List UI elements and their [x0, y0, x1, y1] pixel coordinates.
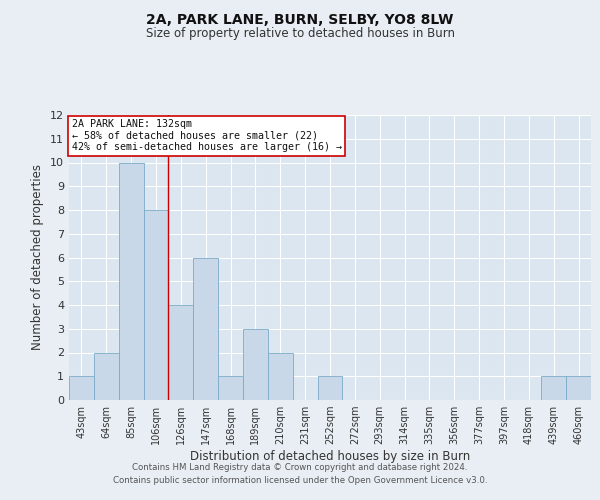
- Text: Contains HM Land Registry data © Crown copyright and database right 2024.: Contains HM Land Registry data © Crown c…: [132, 464, 468, 472]
- Bar: [541, 376, 566, 400]
- Bar: [193, 258, 218, 400]
- Bar: [566, 376, 591, 400]
- X-axis label: Distribution of detached houses by size in Burn: Distribution of detached houses by size …: [190, 450, 470, 463]
- Text: Size of property relative to detached houses in Burn: Size of property relative to detached ho…: [146, 28, 455, 40]
- Bar: [317, 376, 343, 400]
- Bar: [169, 305, 193, 400]
- Text: 2A, PARK LANE, BURN, SELBY, YO8 8LW: 2A, PARK LANE, BURN, SELBY, YO8 8LW: [146, 12, 454, 26]
- Bar: [143, 210, 169, 400]
- Text: Contains public sector information licensed under the Open Government Licence v3: Contains public sector information licen…: [113, 476, 487, 485]
- Bar: [94, 352, 119, 400]
- Text: 2A PARK LANE: 132sqm
← 58% of detached houses are smaller (22)
42% of semi-detac: 2A PARK LANE: 132sqm ← 58% of detached h…: [71, 120, 341, 152]
- Bar: [69, 376, 94, 400]
- Bar: [243, 329, 268, 400]
- Y-axis label: Number of detached properties: Number of detached properties: [31, 164, 44, 350]
- Bar: [119, 162, 143, 400]
- Bar: [218, 376, 243, 400]
- Bar: [268, 352, 293, 400]
